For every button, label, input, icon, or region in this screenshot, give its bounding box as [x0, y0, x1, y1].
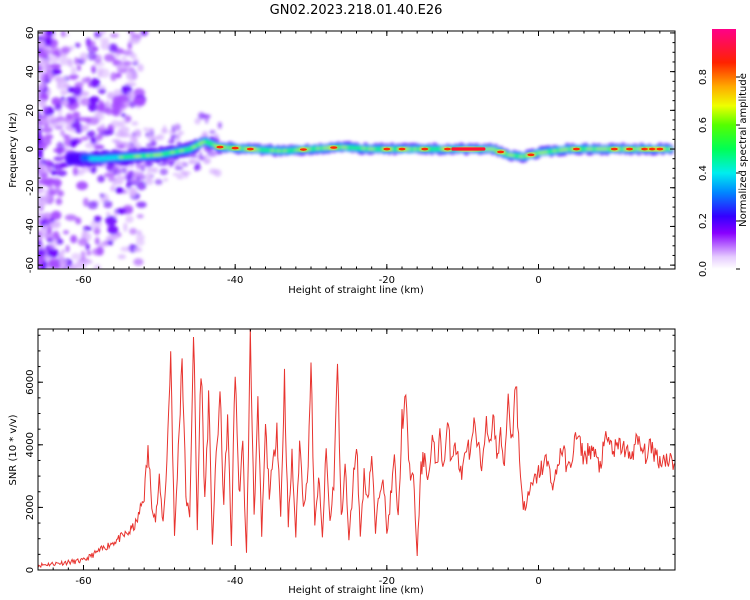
- ridge-hotspots: [215, 145, 665, 157]
- x-tick-label: -60: [75, 576, 91, 587]
- y-tick-label: 60: [25, 27, 36, 40]
- y-tick-label: 2000: [25, 495, 36, 520]
- colorbar-ticks: 0.0 0.2 0.4 0.6 0.8: [698, 69, 740, 277]
- y-tick-label: 20: [25, 104, 36, 117]
- y-tick-label: 0: [25, 567, 36, 573]
- colorbar-label: Normalized spectral amplitude: [738, 73, 749, 227]
- colorbar-tick-label: 0.0: [698, 261, 709, 277]
- x-tick-label: -40: [227, 576, 243, 587]
- colorbar-tick-label: 0.2: [698, 213, 709, 229]
- snr-x-axis-label: Height of straight line (km): [288, 585, 424, 596]
- snr-y-axis-label: SNR (10 * v/v): [8, 414, 19, 485]
- y-tick-label: -40: [25, 218, 36, 234]
- colorbar-tick-label: 0.6: [698, 117, 709, 133]
- spectrogram-panel: -60 -40 -20 0 -60 -40 -20 0 20 40 60 Height of str…: [8, 27, 676, 296]
- x-tick-label: 0: [535, 576, 541, 587]
- colorbar-tick-label: 0.8: [698, 69, 709, 85]
- y-tick-label: -20: [25, 180, 36, 196]
- spectrogram-y-axis-label: Frequency (Hz): [8, 112, 19, 188]
- spectrogram-image: [38, 31, 675, 269]
- y-tick-label: 40: [25, 65, 36, 78]
- x-tick-label: -60: [75, 275, 91, 286]
- colorbar-tick-label: 0.4: [698, 165, 709, 181]
- y-tick-label: -60: [25, 257, 36, 273]
- colorbar-gradient: [712, 29, 736, 269]
- x-tick-label: -20: [379, 275, 395, 286]
- x-tick-label: 0: [535, 275, 541, 286]
- x-tick-label: -20: [379, 576, 395, 587]
- spectrogram-ticks: -60 -40 -20 0 -60 -40 -20 0 20 40 60: [25, 27, 676, 286]
- snr-ticks: -60 -40 -20 0 0 2000 4000 6000: [25, 329, 676, 587]
- snr-series-line: [38, 329, 675, 569]
- colorbar: 0.0 0.2 0.4 0.6 0.8 Normalized spectral ampl…: [698, 29, 749, 277]
- ridge-band: [65, 136, 675, 168]
- y-tick-label: 6000: [25, 369, 36, 394]
- y-tick-label: 0: [25, 146, 36, 152]
- snr-panel: -60 -40 -20 0 0 2000 4000 6000 Height of straig…: [8, 328, 676, 596]
- ridge-peak: [451, 147, 486, 151]
- y-tick-label: 4000: [25, 432, 36, 457]
- x-tick-label: -40: [227, 275, 243, 286]
- spectrogram-x-axis-label: Height of straight line (km): [288, 285, 424, 296]
- figure-title: GN02.2023.218.01.40.E26: [270, 3, 443, 18]
